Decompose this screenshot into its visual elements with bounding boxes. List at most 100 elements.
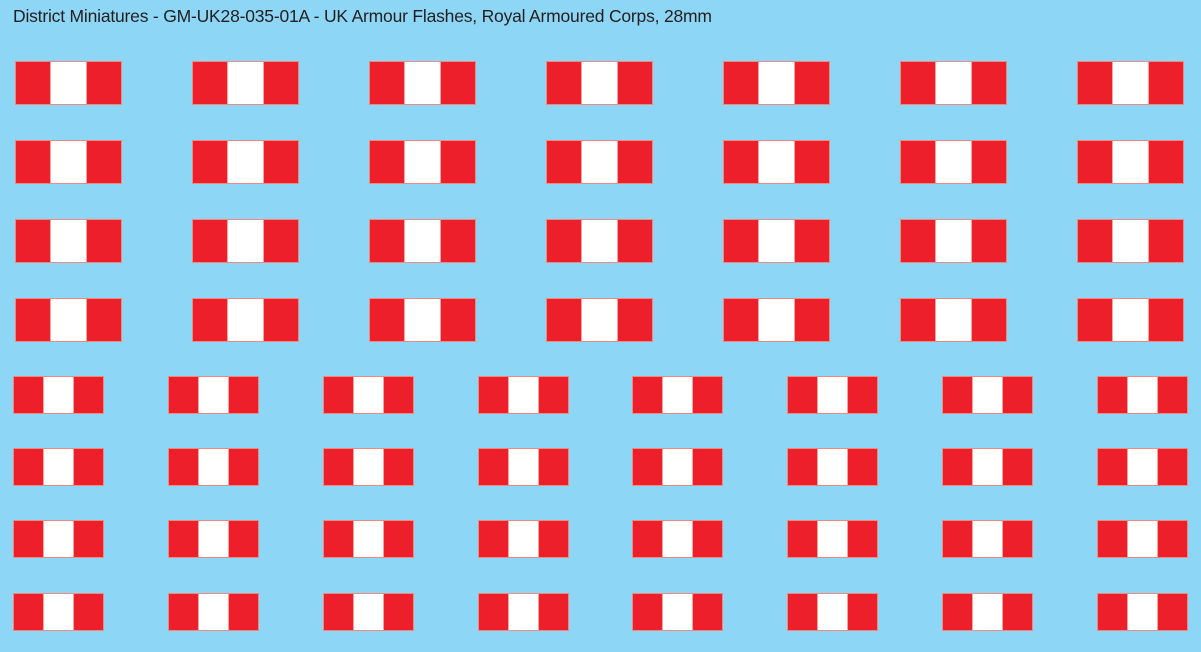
large-armour-flash (192, 61, 299, 105)
red-stripe (14, 521, 43, 557)
white-stripe (1127, 521, 1158, 557)
white-stripe (508, 377, 539, 413)
white-stripe (508, 594, 539, 630)
red-stripe (193, 62, 228, 104)
white-stripe (1112, 141, 1149, 183)
large-armour-flash (15, 298, 122, 342)
large-armour-flash (1077, 298, 1184, 342)
red-stripe (633, 449, 662, 485)
red-stripe (324, 449, 353, 485)
red-stripe (539, 594, 568, 630)
red-stripe (384, 449, 413, 485)
red-stripe (384, 521, 413, 557)
small-armour-flash (323, 448, 414, 486)
red-stripe (971, 141, 1006, 183)
white-stripe (935, 299, 972, 341)
white-stripe (353, 449, 384, 485)
red-stripe (724, 299, 759, 341)
white-stripe (1127, 594, 1158, 630)
red-stripe (943, 521, 972, 557)
red-stripe (229, 521, 258, 557)
white-stripe (50, 299, 87, 341)
white-stripe (758, 220, 795, 262)
small-armour-flash (942, 520, 1033, 558)
red-stripe (370, 299, 405, 341)
red-stripe (539, 449, 568, 485)
red-stripe (229, 377, 258, 413)
red-stripe (617, 299, 652, 341)
large-armour-flash (192, 219, 299, 263)
small-armour-flash (942, 593, 1033, 631)
red-stripe (971, 299, 1006, 341)
red-stripe (263, 299, 298, 341)
small-armour-flash (942, 448, 1033, 486)
white-stripe (662, 594, 693, 630)
small-armour-flash (13, 376, 104, 414)
red-stripe (384, 594, 413, 630)
white-stripe (404, 299, 441, 341)
red-stripe (1098, 449, 1127, 485)
small-armour-flash (787, 520, 878, 558)
red-stripe (16, 220, 51, 262)
red-stripe (370, 220, 405, 262)
red-stripe (539, 377, 568, 413)
white-stripe (227, 299, 264, 341)
white-stripe (227, 141, 264, 183)
white-stripe (43, 449, 74, 485)
white-stripe (662, 377, 693, 413)
white-stripe (935, 141, 972, 183)
red-stripe (1148, 141, 1183, 183)
large-armour-flash (1077, 61, 1184, 105)
large-armour-flash (192, 298, 299, 342)
white-stripe (227, 220, 264, 262)
red-stripe (169, 521, 198, 557)
white-stripe (198, 449, 229, 485)
red-stripe (1098, 377, 1127, 413)
red-stripe (901, 220, 936, 262)
red-stripe (74, 594, 103, 630)
white-stripe (198, 521, 229, 557)
red-stripe (617, 220, 652, 262)
small-armour-flash (632, 448, 723, 486)
small-armour-flash (168, 593, 259, 631)
red-stripe (1158, 449, 1187, 485)
large-armour-flash (369, 298, 476, 342)
white-stripe (353, 594, 384, 630)
large-armour-flash (15, 61, 122, 105)
white-stripe (404, 141, 441, 183)
white-stripe (43, 521, 74, 557)
red-stripe (788, 521, 817, 557)
large-armour-flash (546, 298, 653, 342)
red-stripe (193, 220, 228, 262)
white-stripe (50, 141, 87, 183)
red-stripe (263, 141, 298, 183)
large-armour-flash (15, 140, 122, 184)
red-stripe (479, 449, 508, 485)
white-stripe (1127, 377, 1158, 413)
red-stripe (440, 141, 475, 183)
red-stripe (74, 521, 103, 557)
white-stripe (581, 220, 618, 262)
red-stripe (943, 377, 972, 413)
white-stripe (508, 521, 539, 557)
white-stripe (404, 62, 441, 104)
red-stripe (479, 377, 508, 413)
white-stripe (50, 220, 87, 262)
white-stripe (581, 62, 618, 104)
large-armour-flash (723, 298, 830, 342)
white-stripe (404, 220, 441, 262)
red-stripe (693, 521, 722, 557)
large-armour-flash (723, 219, 830, 263)
small-armour-flash (13, 448, 104, 486)
white-stripe (198, 594, 229, 630)
red-stripe (1078, 299, 1113, 341)
red-stripe (1158, 521, 1187, 557)
red-stripe (1003, 449, 1032, 485)
white-stripe (758, 141, 795, 183)
white-stripe (972, 594, 1003, 630)
small-armour-flash (478, 376, 569, 414)
red-stripe (724, 62, 759, 104)
red-stripe (539, 521, 568, 557)
red-stripe (901, 62, 936, 104)
large-armour-flash (546, 61, 653, 105)
